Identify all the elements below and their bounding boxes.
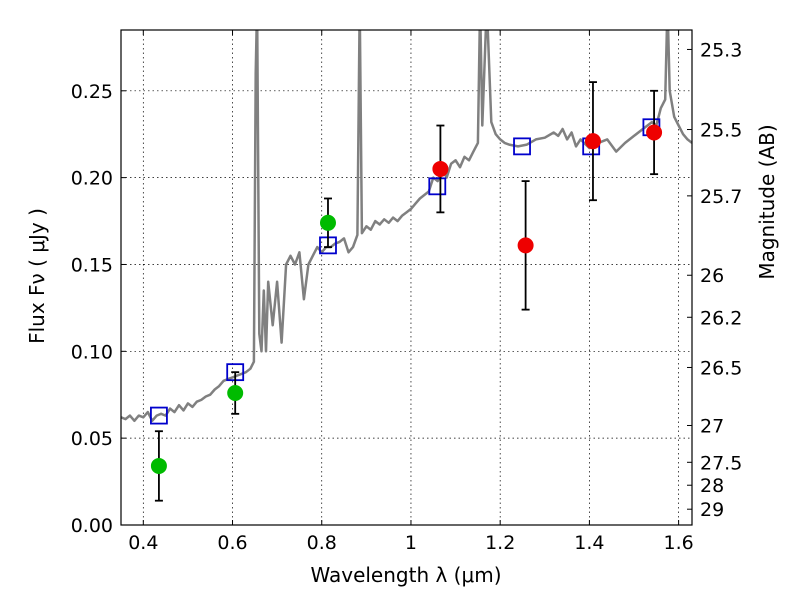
y-tick-label: 0.05 (71, 428, 113, 450)
model-photometry-square (150, 406, 168, 425)
detection-point (319, 214, 336, 231)
detection-point (227, 385, 244, 401)
y-tick-label: 0.00 (71, 515, 113, 537)
detection-point (584, 133, 601, 150)
magnitude-tick-label: 29 (700, 499, 724, 521)
x-tick-label: 1.4 (574, 532, 604, 554)
x-tick-label: 1 (405, 532, 417, 554)
y-axis-ticks: 0.00 0.05 0.10 0.15 0.20 0.25 (71, 81, 126, 537)
magnitude-tick-label: 27.5 (700, 452, 742, 474)
model-photometry-square (428, 177, 447, 196)
y-tick-label: 0.10 (71, 341, 113, 363)
y-tick-label: 0.15 (71, 254, 113, 276)
magnitude-tick-label: 25.5 (700, 120, 742, 142)
magnitude-tick-label: 25.3 (700, 39, 742, 61)
y-tick-label: 0.20 (71, 168, 113, 190)
plot-frame (120, 29, 693, 526)
magnitude-tick-label: 26.5 (700, 357, 742, 379)
detection-point-layer (150, 124, 663, 474)
x-tick-label: 0.8 (307, 532, 337, 554)
y-tick-label: 0.25 (71, 81, 113, 103)
x-tick-label: 0.6 (217, 532, 247, 554)
model-photometry-square (513, 137, 531, 156)
y-axis-title: Flux Fν ( μJy ) (25, 208, 49, 344)
magnitude-tick-label: 27 (700, 415, 724, 437)
detection-point (432, 160, 449, 177)
magnitude-axis-title: Magnitude (AB) (755, 124, 779, 279)
x-axis-title: Wavelength λ (μm) (310, 563, 501, 587)
x-axis-ticks: 0.4 0.6 0.8 1 1.2 1.4 1.6 (128, 30, 694, 554)
magnitude-tick-label: 26.2 (700, 307, 742, 329)
grid-lines (121, 30, 692, 526)
spectrum-line (121, 30, 692, 423)
detection-point (150, 457, 167, 474)
detection-point (517, 237, 534, 254)
x-tick-label: 0.4 (128, 532, 158, 554)
spectrum-layer (121, 30, 692, 423)
magnitude-tick-label: 28 (700, 475, 724, 497)
magnitude-tick-label: 25.7 (700, 186, 742, 208)
detection-point (646, 124, 663, 141)
magnitude-tick-label: 26 (700, 265, 724, 287)
x-tick-label: 1.6 (664, 532, 694, 554)
x-tick-label: 1.2 (485, 532, 515, 554)
